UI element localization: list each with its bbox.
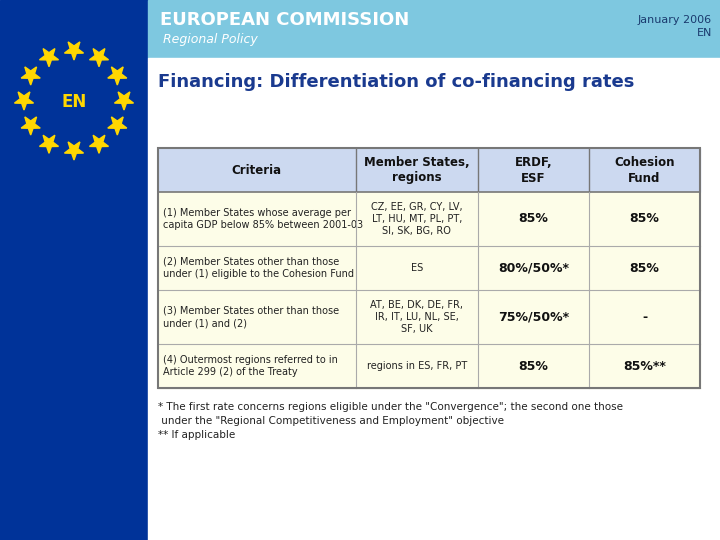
Text: 85%: 85% (518, 360, 548, 373)
Bar (148, 58, 720, 62)
Bar (158, 192, 700, 246)
Bar (148, 0, 720, 58)
Polygon shape (89, 135, 109, 153)
Polygon shape (21, 117, 40, 135)
Text: (3) Member States other than those
under (1) and (2): (3) Member States other than those under… (163, 306, 339, 328)
Text: AT, BE, DK, DE, FR,
IR, IT, LU, NL, SE,
SF, UK: AT, BE, DK, DE, FR, IR, IT, LU, NL, SE, … (370, 300, 463, 334)
Text: 75%/50%*: 75%/50%* (498, 310, 569, 323)
Text: January 2006: January 2006 (638, 15, 712, 25)
Text: Criteria: Criteria (232, 164, 282, 177)
Polygon shape (40, 135, 58, 153)
Text: 85%: 85% (518, 213, 548, 226)
Text: (4) Outermost regions referred to in
Article 299 (2) of the Treaty: (4) Outermost regions referred to in Art… (163, 355, 338, 377)
Text: CZ, EE, GR, CY, LV,
LT, HU, MT, PL, PT,
SI, SK, BG, RO: CZ, EE, GR, CY, LV, LT, HU, MT, PL, PT, … (371, 201, 463, 237)
Bar (158, 246, 700, 290)
Text: ERDF,
ESF: ERDF, ESF (515, 156, 552, 185)
Text: ** If applicable: ** If applicable (158, 430, 235, 440)
Polygon shape (65, 142, 84, 160)
Text: EUROPEAN COMMISSION: EUROPEAN COMMISSION (160, 11, 409, 29)
Polygon shape (114, 92, 133, 110)
Polygon shape (65, 42, 84, 60)
Text: EN: EN (697, 28, 712, 38)
Text: * The first rate concerns regions eligible under the "Convergence"; the second o: * The first rate concerns regions eligib… (158, 402, 623, 412)
Text: (1) Member States whose average per
capita GDP below 85% between 2001-03: (1) Member States whose average per capi… (163, 208, 363, 230)
Text: 85%: 85% (629, 213, 660, 226)
Polygon shape (89, 49, 109, 67)
Text: Regional Policy: Regional Policy (163, 33, 258, 46)
Text: 85%: 85% (629, 261, 660, 274)
Text: (2) Member States other than those
under (1) eligible to the Cohesion Fund: (2) Member States other than those under… (163, 257, 354, 279)
Bar (0, 0, 148, 540)
Text: ES: ES (410, 263, 423, 273)
Text: -: - (642, 310, 647, 323)
Polygon shape (108, 117, 127, 135)
Text: 85%**: 85%** (623, 360, 666, 373)
Text: regions in ES, FR, PT: regions in ES, FR, PT (366, 361, 467, 371)
Text: Cohesion
Fund: Cohesion Fund (614, 156, 675, 185)
Bar (158, 290, 700, 344)
Bar (148, 62, 720, 540)
Polygon shape (108, 67, 127, 85)
Text: under the "Regional Competitiveness and Employment" objective: under the "Regional Competitiveness and … (158, 416, 504, 426)
Bar (158, 148, 700, 192)
Bar (158, 344, 700, 388)
Polygon shape (14, 92, 34, 110)
Text: Member States,
regions: Member States, regions (364, 156, 469, 185)
Text: EN: EN (61, 93, 86, 111)
Text: Financing: Differentiation of co-financing rates: Financing: Differentiation of co-financi… (158, 73, 634, 91)
Bar (158, 148, 700, 388)
Text: 80%/50%*: 80%/50%* (498, 261, 569, 274)
Polygon shape (21, 67, 40, 85)
Polygon shape (40, 49, 58, 67)
